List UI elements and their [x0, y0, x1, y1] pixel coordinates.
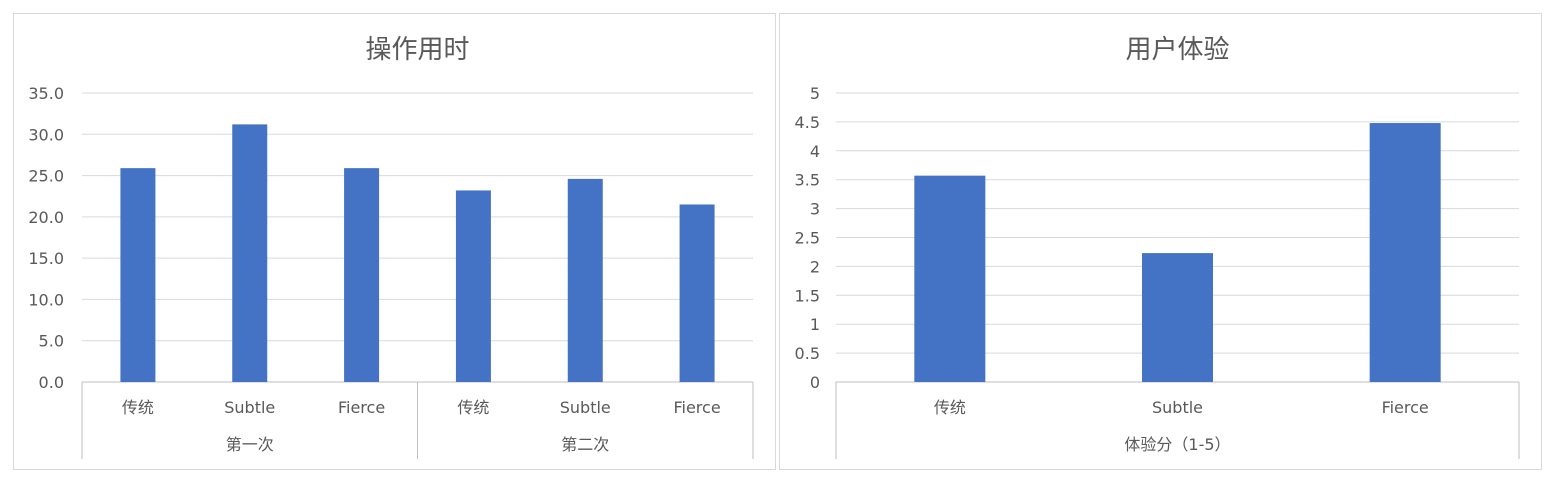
y-tick-label: 2 [810, 257, 820, 276]
y-tick-label: 25.0 [28, 167, 64, 186]
chart-user-experience: 用户体验 0 0.5 1 1.5 2 2.5 3 3.5 4 4.5 5 传统 Subtle Fierce 体… [795, 35, 1520, 459]
x-category-label: Subtle [224, 398, 275, 417]
y-tick-label: 35.0 [28, 84, 64, 103]
chart-panel-operation-time: 操作用时 0.0 5.0 10.0 15.0 20.0 25.0 30.0 35.0 传统 Subt… [13, 13, 776, 470]
bar [344, 168, 380, 382]
x-category-label: Subtle [560, 398, 611, 417]
x-category-label: Fierce [673, 398, 720, 417]
bar [232, 124, 268, 383]
y-tick-label: 1 [810, 315, 820, 334]
chart-title: 用户体验 [1125, 35, 1229, 65]
y-tick-label: 15.0 [28, 249, 64, 268]
chart-operation-time: 操作用时 0.0 5.0 10.0 15.0 20.0 25.0 30.0 35.0 传统 Subt… [28, 35, 754, 459]
bar [914, 175, 986, 382]
x-category-label: 传统 [122, 398, 154, 417]
x-category-label: 传统 [457, 398, 489, 417]
bar [1369, 123, 1441, 382]
y-tick-label: 0 [810, 373, 820, 392]
y-tick-label: 30.0 [28, 125, 64, 144]
y-tick-label: 3.5 [795, 171, 820, 190]
x-group-label: 体验分（1-5） [1124, 435, 1230, 454]
x-category-label: Fierce [338, 398, 385, 417]
y-tick-label: 4 [810, 142, 820, 161]
x-category-label: Subtle [1152, 398, 1203, 417]
x-group-label: 第二次 [561, 435, 609, 454]
y-tick-label: 3 [810, 200, 820, 219]
bar [567, 178, 603, 382]
x-category-label: Fierce [1382, 398, 1429, 417]
y-tick-label: 10.0 [28, 290, 64, 309]
y-tick-label: 0.5 [795, 344, 820, 363]
bar [1142, 253, 1213, 382]
bar [120, 168, 156, 382]
y-tick-label: 20.0 [28, 208, 64, 227]
x-group-label: 第一次 [226, 435, 274, 454]
bar [455, 190, 491, 382]
chart-panel-user-experience: 用户体验 0 0.5 1 1.5 2 2.5 3 3.5 4 4.5 5 传统 Subtle Fierce 体… [779, 13, 1542, 470]
y-tick-label: 4.5 [795, 113, 820, 132]
y-tick-label: 5.0 [39, 332, 64, 351]
x-category-label: 传统 [934, 398, 966, 417]
bar [679, 204, 715, 382]
chart-title: 操作用时 [365, 35, 469, 65]
y-tick-label: 0.0 [39, 373, 64, 392]
y-tick-label: 2.5 [795, 229, 820, 248]
y-tick-label: 1.5 [795, 286, 820, 305]
y-tick-label: 5 [810, 84, 820, 103]
